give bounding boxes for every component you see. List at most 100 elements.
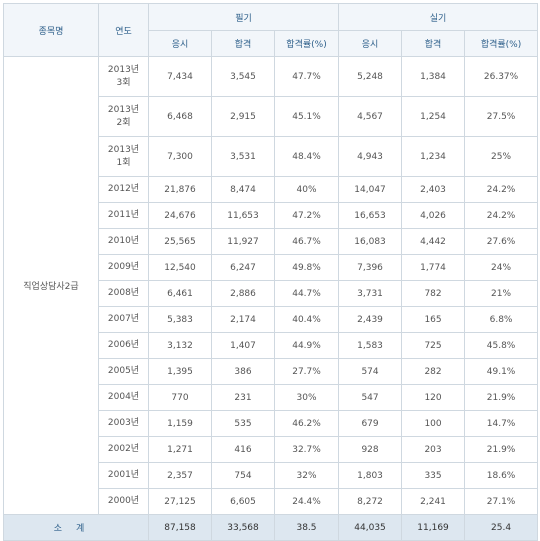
year-line1: 2006년	[107, 340, 140, 350]
written-passed-cell: 1,407	[211, 332, 275, 359]
practical-applicants-cell: 4,567	[338, 96, 403, 137]
practical-applicants-cell: 7,396	[338, 254, 403, 281]
written-passed-cell: 6,605	[211, 488, 275, 515]
year-cell: 2005년	[98, 358, 149, 385]
exam-stats-table: 종목명 연도 필기 실기 응시 합격 합격률(%) 응시 합격 합격률(%) 직…	[3, 3, 539, 541]
written-passed-header: 합격	[211, 30, 275, 57]
practical-passed-cell: 2,403	[401, 176, 466, 203]
written-applicants-cell: 6,461	[148, 280, 212, 307]
practical-rate-cell: 14.7%	[464, 410, 539, 437]
practical-passed-header: 합격	[401, 30, 466, 57]
header-row-2: 응시 합격 합격률(%) 응시 합격 합격률(%)	[4, 30, 539, 57]
written-applicants-cell: 6,468	[148, 96, 212, 137]
year-line2: 3회	[116, 77, 131, 88]
practical-passed-cell: 1,384	[401, 56, 466, 97]
practical-passed-cell: 100	[401, 410, 466, 437]
year-cell: 2009년	[98, 254, 149, 281]
written-rate-cell: 44.7%	[273, 280, 340, 307]
year-cell: 2008년	[98, 280, 149, 307]
category-cell: 직업상담사2급	[3, 56, 99, 515]
year-header: 연도	[98, 3, 149, 57]
year-cell: 2001년	[98, 462, 149, 489]
written-rate-cell: 49.8%	[273, 254, 340, 281]
year-line1: 2003년	[107, 418, 140, 428]
year-line1: 2007년	[107, 314, 140, 324]
written-passed-cell: 386	[211, 358, 275, 385]
year-line2: 2회	[116, 117, 131, 128]
written-rate-cell: 40%	[273, 176, 340, 203]
written-rate-cell: 48.4%	[273, 136, 340, 177]
practical-passed-cell: 203	[401, 436, 466, 463]
practical-passed-cell: 282	[401, 358, 466, 385]
year-line1: 2012년	[107, 184, 140, 194]
total-written-applicants: 87,158	[148, 514, 212, 541]
practical-passed-cell: 1,234	[401, 136, 466, 177]
written-applicants-cell: 1,395	[148, 358, 212, 385]
practical-rate-cell: 49.1%	[464, 358, 539, 385]
practical-rate-cell: 21%	[464, 280, 539, 307]
year-cell: 2012년	[98, 176, 149, 203]
written-rate-cell: 46.2%	[273, 410, 340, 437]
year-line1: 2011년	[107, 210, 140, 220]
year-cell: 2004년	[98, 384, 149, 411]
total-written-passed: 33,568	[211, 514, 275, 541]
practical-passed-cell: 725	[401, 332, 466, 359]
practical-applicants-cell: 1,803	[338, 462, 403, 489]
practical-rate-cell: 24.2%	[464, 202, 539, 229]
practical-passed-cell: 1,774	[401, 254, 466, 281]
table-row: 2002년 1,271 416 32.7% 928 203 21.9%	[4, 436, 539, 463]
practical-applicants-cell: 928	[338, 436, 403, 463]
year-line1: 2010년	[107, 236, 140, 246]
written-applicants-cell: 24,676	[148, 202, 212, 229]
written-applicants-cell: 21,876	[148, 176, 212, 203]
written-applicants-cell: 25,565	[148, 228, 212, 255]
practical-rate-cell: 27.5%	[464, 96, 539, 137]
written-passed-cell: 11,927	[211, 228, 275, 255]
practical-passed-cell: 782	[401, 280, 466, 307]
written-applicants-cell: 770	[148, 384, 212, 411]
table-row: 2008년 6,461 2,886 44.7% 3,731 782 21%	[4, 280, 539, 307]
year-cell: 2010년	[98, 228, 149, 255]
written-passed-cell: 231	[211, 384, 275, 411]
total-written-rate: 38.5	[273, 514, 340, 541]
year-cell: 2002년	[98, 436, 149, 463]
written-rate-cell: 47.2%	[273, 202, 340, 229]
year-line1: 2002년	[107, 444, 140, 454]
written-applicants-cell: 2,357	[148, 462, 212, 489]
practical-rate-cell: 18.6%	[464, 462, 539, 489]
total-practical-passed: 11,169	[401, 514, 466, 541]
practical-applicants-cell: 4,943	[338, 136, 403, 177]
practical-rate-header: 합격률(%)	[464, 30, 539, 57]
practical-applicants-cell: 14,047	[338, 176, 403, 203]
written-passed-cell: 754	[211, 462, 275, 489]
practical-rate-cell: 24.2%	[464, 176, 539, 203]
practical-applicants-cell: 547	[338, 384, 403, 411]
practical-passed-cell: 2,241	[401, 488, 466, 515]
written-applicants-cell: 1,159	[148, 410, 212, 437]
year-cell: 2011년	[98, 202, 149, 229]
written-applicants-cell: 3,132	[148, 332, 212, 359]
practical-applicants-cell: 16,083	[338, 228, 403, 255]
written-rate-cell: 30%	[273, 384, 340, 411]
year-cell: 2003년	[98, 410, 149, 437]
written-passed-cell: 2,915	[211, 96, 275, 137]
total-practical-applicants: 44,035	[338, 514, 403, 541]
written-passed-cell: 3,531	[211, 136, 275, 177]
total-practical-rate: 25.4	[464, 514, 539, 541]
written-rate-cell: 32%	[273, 462, 340, 489]
written-rate-cell: 40.4%	[273, 306, 340, 333]
written-passed-cell: 8,474	[211, 176, 275, 203]
written-rate-cell: 44.9%	[273, 332, 340, 359]
practical-rate-cell: 6.8%	[464, 306, 539, 333]
written-rate-cell: 45.1%	[273, 96, 340, 137]
practical-applicants-cell: 16,653	[338, 202, 403, 229]
year-line1: 2013년	[107, 64, 140, 75]
written-rate-header: 합격률(%)	[273, 30, 340, 57]
practical-applicants-cell: 2,439	[338, 306, 403, 333]
year-line1: 2005년	[107, 366, 140, 376]
table-row: 2013년 1회 7,300 3,531 48.4% 4,943 1,234 25%	[4, 136, 539, 177]
practical-passed-cell: 120	[401, 384, 466, 411]
practical-rate-cell: 24%	[464, 254, 539, 281]
table-row: 2000년 27,125 6,605 24.4% 8,272 2,241 27.1%	[4, 488, 539, 515]
header-row-1: 종목명 연도 필기 실기	[3, 3, 539, 57]
